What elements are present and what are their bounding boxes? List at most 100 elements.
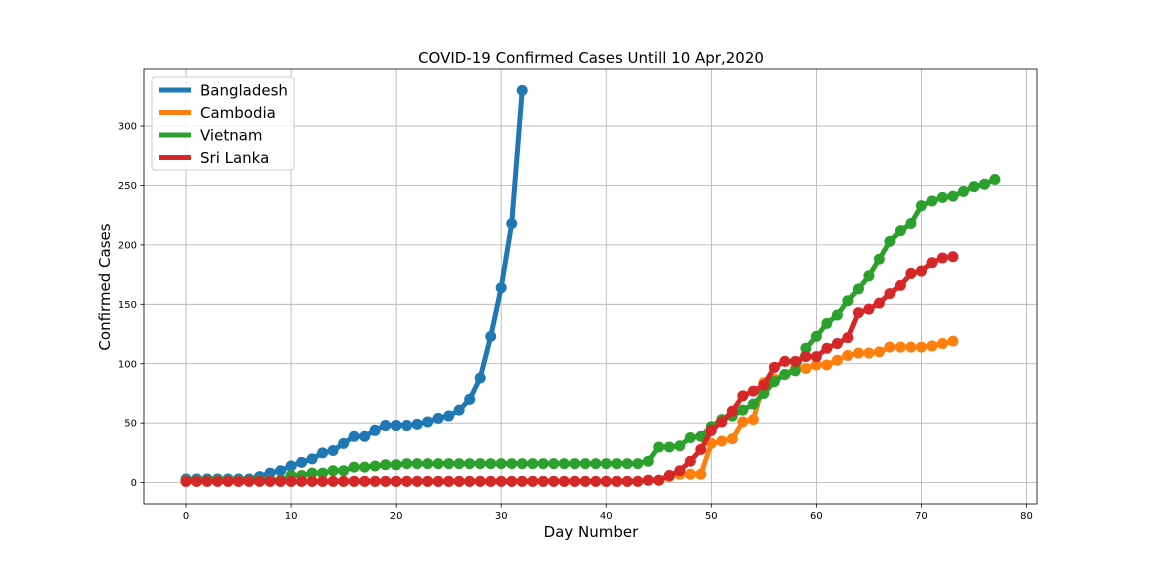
data-point [306,453,318,465]
data-point [989,174,1001,186]
y-tick-label: 100 [118,359,137,370]
data-point [663,441,675,453]
series-sri-lanka [180,251,959,487]
data-point [222,475,234,487]
data-point [495,282,507,294]
data-point [359,475,371,487]
data-point [873,346,885,358]
data-point [180,475,192,487]
data-point [254,475,266,487]
data-point [380,475,392,487]
data-point [590,475,602,487]
x-tick-label: 70 [915,511,928,522]
data-point [411,475,423,487]
data-point [905,267,917,279]
data-point [548,475,560,487]
legend: Bangladesh Cambodia Vietnam Sri Lanka [151,76,295,171]
data-point [317,447,329,459]
data-point [663,469,675,481]
data-point [936,338,948,350]
data-point [737,404,749,416]
data-point [338,437,350,449]
data-point [411,418,423,430]
data-point [422,475,434,487]
data-point [873,253,885,265]
data-point [852,307,864,319]
data-point [306,475,318,487]
y-axis-label: Confirmed Cases [96,223,114,350]
data-point [285,460,297,472]
data-point [380,420,392,432]
y-tick-label: 50 [124,419,137,430]
data-point [390,475,402,487]
data-point [873,297,885,309]
data-point [432,475,444,487]
y-tick-label: 150 [118,300,137,311]
data-point [516,458,528,470]
y-tick-label: 300 [118,122,137,133]
data-point [359,461,371,473]
data-point [831,354,843,366]
data-point [264,475,276,487]
data-point [695,430,707,442]
data-point [548,458,560,470]
data-point [852,347,864,359]
data-point [905,218,917,230]
data-point [621,458,633,470]
data-point [842,349,854,361]
data-point [474,458,486,470]
data-point [968,181,980,193]
data-point [401,420,413,432]
data-point [212,475,224,487]
x-tick-label: 0 [183,511,189,522]
data-point [705,424,717,436]
data-point [453,475,465,487]
data-point [359,430,371,442]
data-point [894,341,906,353]
x-tick-label: 40 [600,511,613,522]
data-point [474,372,486,384]
data-point [653,474,665,486]
data-point [705,437,717,449]
data-point [474,475,486,487]
x-tick-label: 10 [285,511,298,522]
x-tick-label: 20 [390,511,403,522]
data-point [684,468,696,480]
data-point [590,458,602,470]
data-point [632,458,644,470]
data-point [380,459,392,471]
data-point [464,458,476,470]
data-point [443,458,455,470]
data-point [842,332,854,344]
data-point [296,456,308,468]
data-point [768,376,780,388]
data-point [726,405,738,417]
data-point [275,465,287,477]
data-point [936,252,948,264]
data-point [485,330,497,342]
data-point [789,365,801,377]
data-point [915,265,927,277]
data-point [768,361,780,373]
y-tick-label: 250 [118,181,137,192]
data-point [926,257,938,269]
data-point [810,359,822,371]
data-point [779,355,791,367]
data-point [831,338,843,350]
data-point [537,475,549,487]
data-point [579,475,591,487]
legend-label: Vietnam [200,127,263,145]
data-point [915,341,927,353]
data-point [443,475,455,487]
data-point [726,433,738,445]
data-point [852,283,864,295]
y-tick-label: 0 [131,478,137,489]
data-point [947,190,959,202]
data-point [569,475,581,487]
data-point [674,465,686,477]
data-point [758,379,770,391]
data-point [621,475,633,487]
data-point [716,435,728,447]
data-point [495,475,507,487]
